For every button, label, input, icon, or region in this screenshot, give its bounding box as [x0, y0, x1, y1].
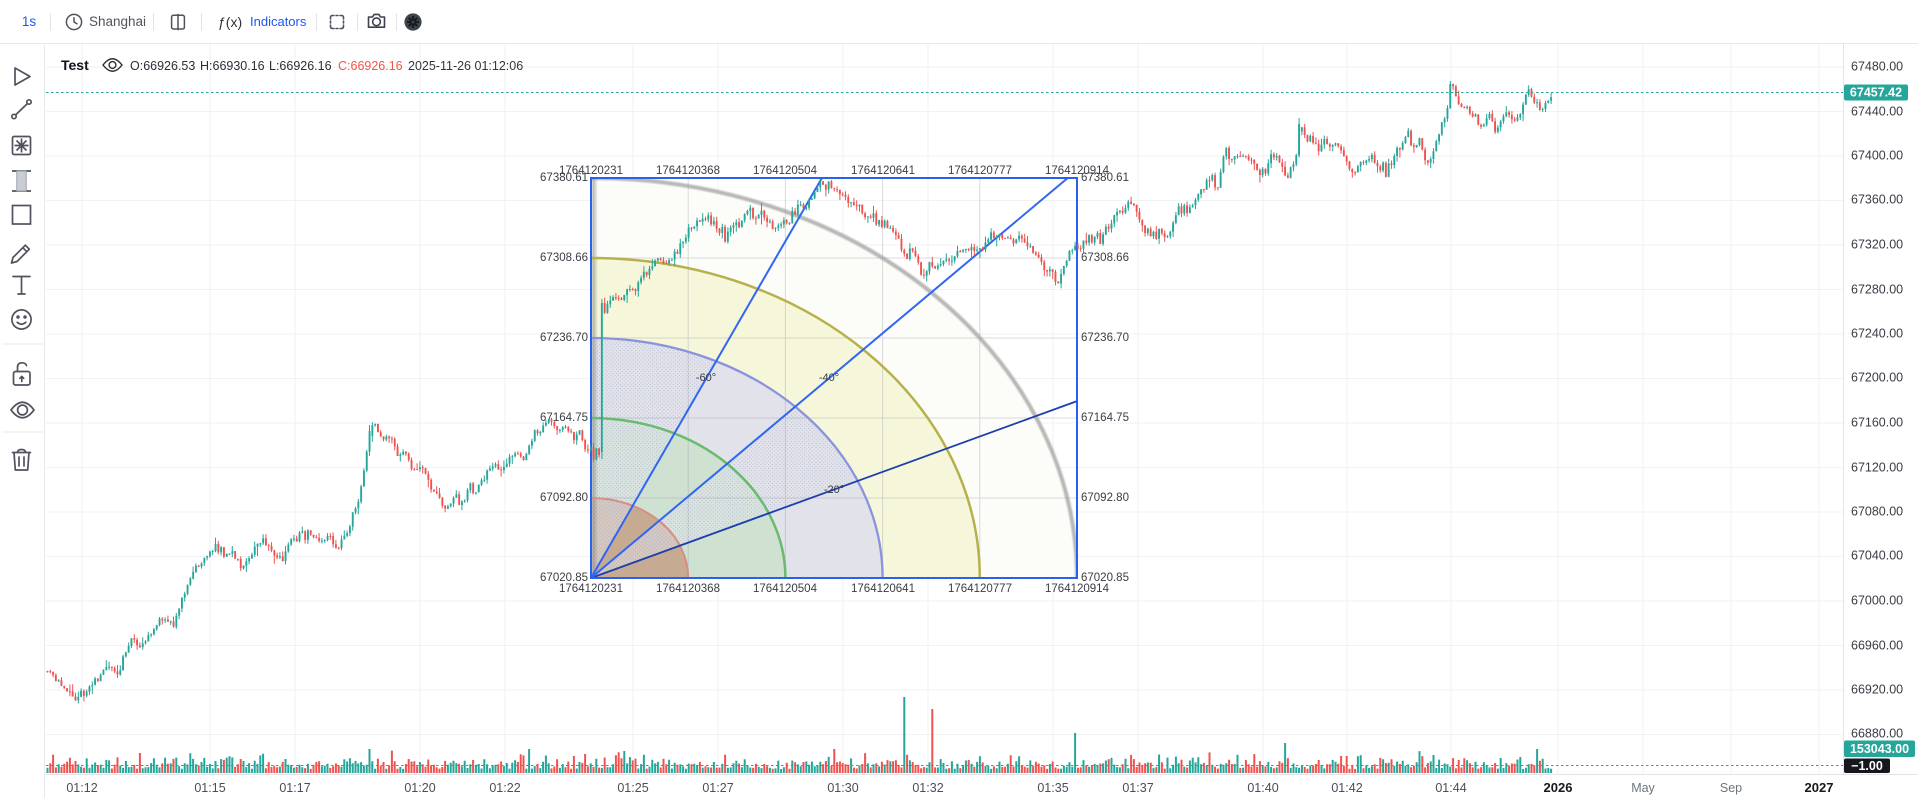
svg-text:Test: Test [61, 57, 89, 73]
svg-text:01:25: 01:25 [617, 781, 648, 795]
svg-text:1764120777: 1764120777 [948, 165, 1012, 177]
svg-text:01:22: 01:22 [489, 781, 520, 795]
svg-text:1764120368: 1764120368 [656, 583, 720, 595]
svg-text:−1.00: −1.00 [1851, 759, 1883, 773]
svg-text:1764120641: 1764120641 [851, 165, 915, 177]
svg-text:1764120914: 1764120914 [1045, 165, 1110, 177]
svg-text:1764120777: 1764120777 [948, 583, 1012, 595]
svg-text:01:35: 01:35 [1037, 781, 1068, 795]
svg-text:Sep: Sep [1720, 781, 1742, 795]
svg-text:66920.00: 66920.00 [1851, 682, 1903, 696]
svg-text:67080.00: 67080.00 [1851, 504, 1903, 518]
svg-text:1764120231: 1764120231 [559, 165, 623, 177]
svg-text:67380.61: 67380.61 [540, 172, 588, 184]
svg-text:66880.00: 66880.00 [1851, 726, 1903, 740]
svg-text:-20°: -20° [824, 484, 844, 496]
svg-text:67240.00: 67240.00 [1851, 326, 1903, 340]
svg-text:153043.00: 153043.00 [1850, 742, 1909, 756]
svg-text:-60°: -60° [696, 372, 716, 384]
svg-text:67480.00: 67480.00 [1851, 59, 1903, 73]
svg-text:01:12: 01:12 [66, 781, 97, 795]
svg-text:1764120914: 1764120914 [1045, 583, 1110, 595]
svg-text:67308.66: 67308.66 [540, 252, 588, 264]
svg-text:67280.00: 67280.00 [1851, 282, 1903, 296]
svg-text:01:42: 01:42 [1331, 781, 1362, 795]
svg-text:01:37: 01:37 [1122, 781, 1153, 795]
svg-text:O:66926.53: O:66926.53 [130, 59, 195, 73]
svg-text:67236.70: 67236.70 [540, 332, 588, 344]
svg-text:1764120368: 1764120368 [656, 165, 720, 177]
svg-text:C:66926.16: C:66926.16 [338, 59, 403, 73]
svg-text:66960.00: 66960.00 [1851, 638, 1903, 652]
svg-text:67200.00: 67200.00 [1851, 370, 1903, 384]
svg-text:2027: 2027 [1805, 780, 1834, 795]
svg-text:01:27: 01:27 [702, 781, 733, 795]
svg-text:01:15: 01:15 [194, 781, 225, 795]
svg-text:67020.85: 67020.85 [1081, 572, 1129, 584]
svg-text:67360.00: 67360.00 [1851, 192, 1903, 206]
svg-text:67440.00: 67440.00 [1851, 104, 1903, 118]
svg-text:2025-11-26 01:12:06: 2025-11-26 01:12:06 [408, 59, 523, 73]
svg-text:01:40: 01:40 [1247, 781, 1278, 795]
svg-text:67120.00: 67120.00 [1851, 460, 1903, 474]
svg-text:1764120641: 1764120641 [851, 583, 915, 595]
svg-text:67092.80: 67092.80 [540, 492, 588, 504]
svg-text:67040.00: 67040.00 [1851, 548, 1903, 562]
svg-text:67164.75: 67164.75 [1081, 412, 1129, 424]
svg-text:67160.00: 67160.00 [1851, 415, 1903, 429]
svg-text:2026: 2026 [1544, 780, 1573, 795]
svg-text:67320.00: 67320.00 [1851, 237, 1903, 251]
svg-text:67400.00: 67400.00 [1851, 148, 1903, 162]
svg-text:67020.85: 67020.85 [540, 572, 588, 584]
svg-text:67236.70: 67236.70 [1081, 332, 1129, 344]
svg-text:1764120504: 1764120504 [753, 583, 818, 595]
svg-text:1764120504: 1764120504 [753, 165, 818, 177]
svg-text:67164.75: 67164.75 [540, 412, 588, 424]
svg-text:May: May [1631, 781, 1655, 795]
svg-text:H:66930.16: H:66930.16 [200, 59, 265, 73]
svg-text:L:66926.16: L:66926.16 [269, 59, 332, 73]
svg-text:67457.42: 67457.42 [1850, 86, 1902, 100]
svg-text:01:20: 01:20 [404, 781, 435, 795]
svg-text:67308.66: 67308.66 [1081, 252, 1129, 264]
svg-text:-40°: -40° [819, 372, 839, 384]
svg-text:67380.61: 67380.61 [1081, 172, 1129, 184]
svg-text:01:44: 01:44 [1435, 781, 1466, 795]
svg-text:01:32: 01:32 [912, 781, 943, 795]
svg-text:01:17: 01:17 [279, 781, 310, 795]
svg-text:1764120231: 1764120231 [559, 583, 623, 595]
svg-text:01:30: 01:30 [827, 781, 858, 795]
svg-text:67092.80: 67092.80 [1081, 492, 1129, 504]
svg-text:67000.00: 67000.00 [1851, 593, 1903, 607]
